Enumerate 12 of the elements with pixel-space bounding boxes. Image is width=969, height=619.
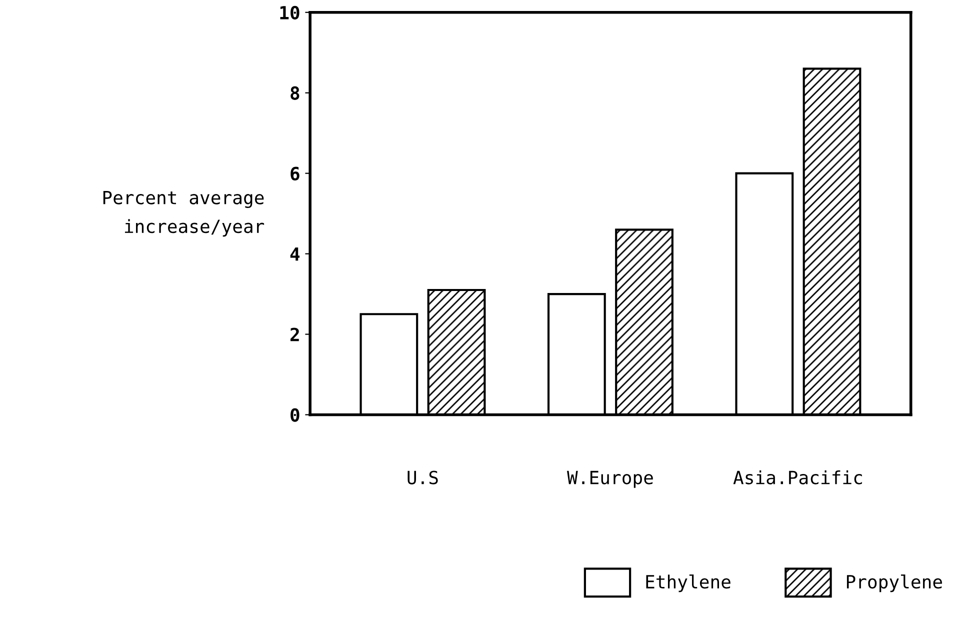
y-tick-label: 4	[290, 247, 300, 261]
x-tick-label: W.Europe	[566, 470, 653, 488]
y-tick-label: 8	[290, 86, 300, 100]
y-tick-label: 2	[290, 328, 299, 342]
legend-label: Ethylene	[646, 574, 730, 592]
y-tick-label: 10	[280, 6, 300, 20]
y-axis-title: Percent average increase/year	[103, 190, 264, 237]
x-tick-label: U.S	[408, 470, 438, 484]
legend-label: Propylene	[846, 574, 942, 592]
y-tick-label: 0	[290, 408, 300, 422]
x-tick-label: Asia.Pacific	[733, 470, 862, 484]
y-tick-label: 6	[290, 166, 300, 180]
